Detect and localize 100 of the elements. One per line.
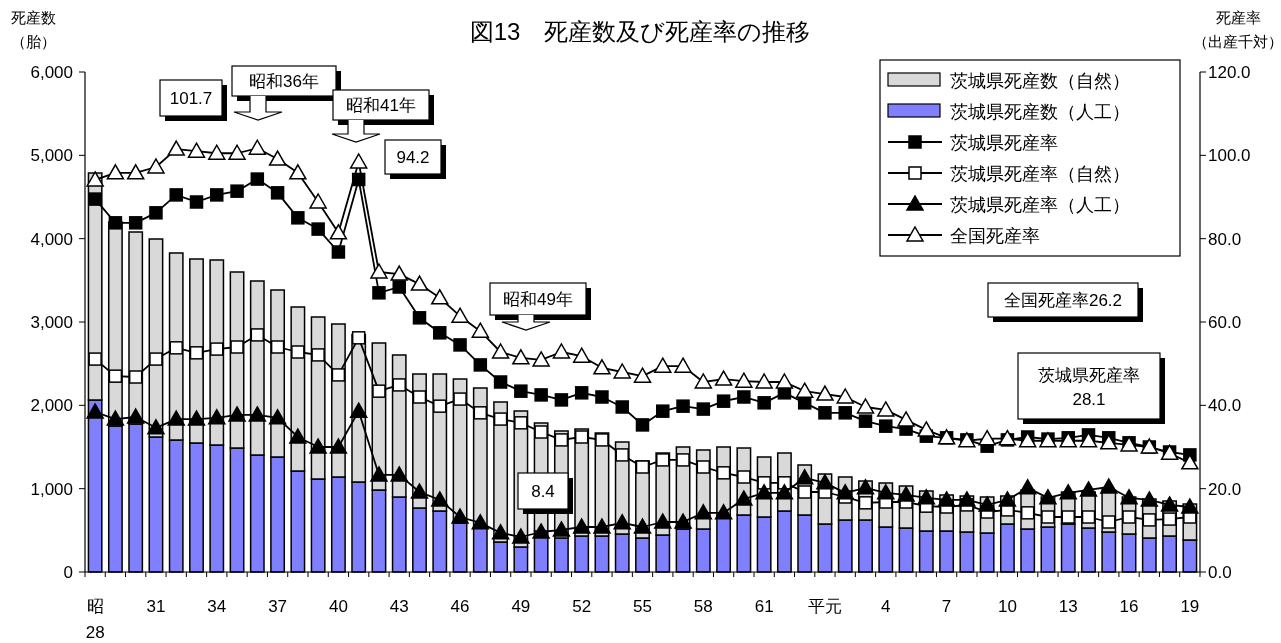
point: [250, 328, 265, 342]
point: [86, 403, 104, 419]
point: [248, 406, 267, 422]
point: [615, 448, 629, 462]
point: [431, 289, 449, 305]
point: [392, 378, 406, 392]
x-tick-label: 10: [997, 597, 1017, 616]
point: [858, 414, 873, 428]
x-tick-label: 7: [941, 597, 952, 616]
x-tick-label: 43: [389, 597, 409, 616]
point: [572, 518, 591, 534]
point: [1181, 498, 1199, 514]
point: [858, 496, 873, 510]
point: [270, 340, 285, 354]
legend-label: 全国死産率: [950, 226, 1040, 246]
point: [656, 404, 670, 418]
point: [390, 265, 408, 281]
x-tick-label: 40: [328, 597, 348, 616]
x-tick-label: 34: [207, 597, 227, 616]
x-tick-label: 49: [511, 597, 531, 616]
y2-axis-title: 死産率（出産千対）: [1192, 8, 1281, 52]
point: [897, 486, 915, 502]
point: [978, 496, 996, 512]
point: [879, 419, 893, 433]
point: [836, 484, 854, 500]
point: [189, 195, 204, 209]
y2-tick-label: 80.0: [1208, 229, 1242, 249]
x-tick-label: 58: [693, 597, 713, 616]
point: [433, 326, 447, 340]
point: [309, 193, 327, 209]
point: [676, 453, 690, 467]
point: [1120, 489, 1138, 505]
x-tick-label: 37: [268, 597, 288, 616]
x-tick-label: 61: [754, 597, 774, 616]
point: [147, 419, 165, 435]
y-axis-title: 死産数（胎）: [9, 8, 57, 52]
point: [230, 184, 244, 198]
point: [410, 275, 429, 291]
x-tick-label: 昭 28: [85, 597, 105, 642]
point: [593, 359, 611, 375]
point: [937, 491, 956, 507]
point: [108, 216, 123, 230]
point: [978, 429, 996, 446]
point: [1079, 432, 1098, 448]
point: [88, 352, 102, 366]
point: [775, 484, 794, 500]
point: [268, 150, 287, 166]
point: [1018, 479, 1037, 495]
y2-tick-label: 40.0: [1208, 396, 1242, 416]
point: [838, 406, 852, 420]
point: [149, 206, 163, 220]
point: [187, 410, 206, 426]
point: [694, 504, 713, 520]
annotation: 101.7: [169, 89, 213, 108]
point: [714, 504, 733, 520]
point: [268, 409, 287, 425]
callout: 94.2: [384, 139, 446, 179]
legend-label: 茨城県死産数（人工）: [950, 102, 1130, 122]
point: [471, 514, 490, 530]
point: [372, 384, 386, 398]
point: [189, 346, 204, 360]
point: [755, 484, 773, 500]
point: [554, 393, 569, 407]
point: [291, 211, 305, 225]
point: [270, 186, 285, 200]
point: [633, 518, 652, 534]
point: [167, 140, 185, 156]
point: [491, 343, 510, 359]
point: [126, 408, 145, 424]
annotation: 全国死産率26.2: [1003, 291, 1123, 310]
point: [572, 347, 591, 363]
point: [735, 372, 753, 388]
y-tick-label: 2,000: [30, 396, 73, 416]
x-tick-label: 19: [1180, 597, 1200, 616]
point: [329, 438, 348, 454]
point: [309, 438, 327, 454]
point: [86, 171, 104, 187]
point: [1100, 478, 1118, 494]
point: [349, 402, 368, 418]
x-tick-label: 16: [1119, 597, 1139, 616]
point: [512, 528, 530, 544]
x-tick-label: 55: [633, 597, 652, 616]
point: [714, 370, 733, 386]
point: [88, 192, 102, 206]
y-tick-label: 0: [63, 563, 73, 582]
point: [696, 402, 711, 416]
point: [613, 363, 631, 379]
point: [674, 513, 692, 529]
point: [595, 390, 609, 404]
annotation: 昭和41年: [346, 96, 416, 115]
point: [534, 425, 548, 439]
point: [128, 370, 143, 384]
point: [676, 399, 690, 413]
point: [208, 144, 226, 160]
point: [856, 479, 875, 495]
point: [453, 392, 467, 406]
point: [514, 384, 528, 398]
point: [187, 142, 206, 158]
point: [818, 406, 832, 420]
y-tick-label: 5,000: [30, 146, 73, 166]
